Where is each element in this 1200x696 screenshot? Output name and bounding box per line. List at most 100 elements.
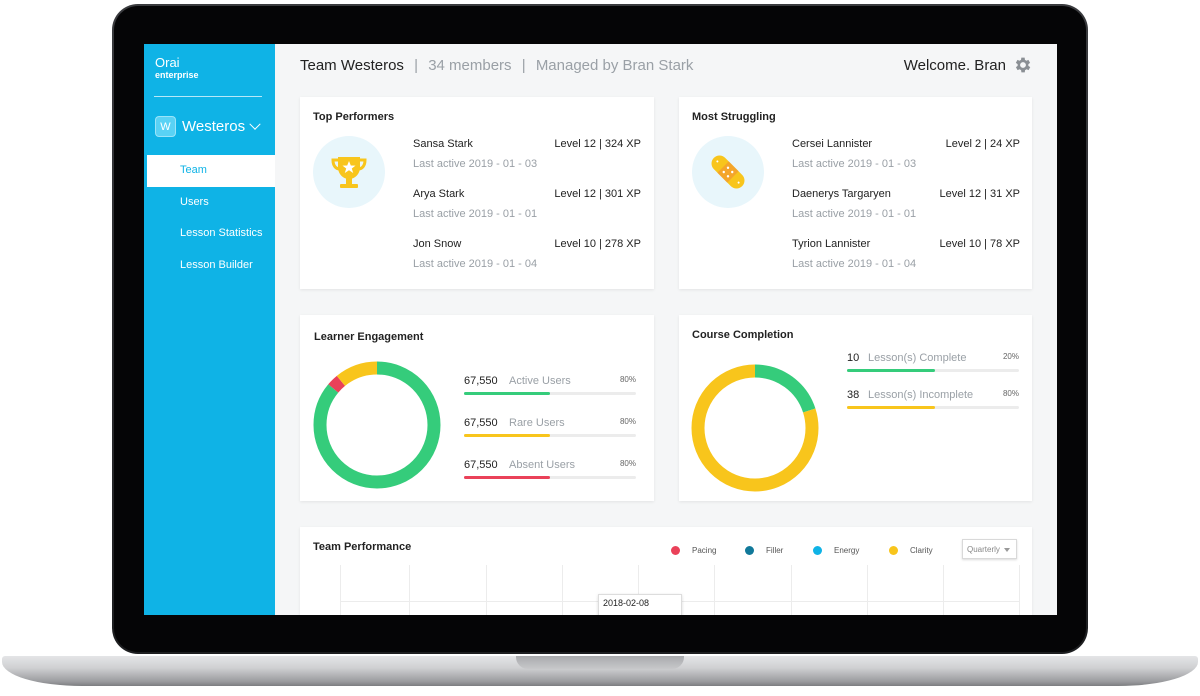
progress-fill bbox=[847, 406, 935, 409]
caret-down-icon bbox=[1004, 548, 1010, 552]
legend-item-pacing[interactable]: Pacing bbox=[671, 546, 716, 555]
laptop-notch bbox=[516, 656, 684, 669]
list-item[interactable]: Tyrion Lannister Level 10 | 78 XP Last a… bbox=[792, 238, 1020, 278]
stat-lessons-complete: 10 Lesson(s) Complete 20% bbox=[847, 352, 1019, 382]
legend-label: Clarity bbox=[910, 546, 933, 555]
legend-item-clarity[interactable]: Clarity bbox=[889, 546, 933, 555]
last-active: Last active 2019 - 01 - 01 bbox=[792, 208, 917, 220]
trophy-icon-badge bbox=[313, 136, 385, 208]
last-active: Last active 2019 - 01 - 01 bbox=[413, 208, 538, 220]
completion-donut-chart bbox=[691, 364, 819, 492]
legend-label: Energy bbox=[834, 546, 860, 555]
page-title: Team Westeros bbox=[300, 57, 404, 74]
stat-percent: 80% bbox=[619, 417, 636, 426]
stat-lessons-incomplete: 38 Lesson(s) Incomplete 80% bbox=[847, 389, 1019, 419]
legend-item-energy[interactable]: Energy bbox=[813, 546, 859, 555]
sidebar-divider bbox=[154, 96, 262, 97]
legend-dot bbox=[671, 546, 680, 555]
chart-tooltip: 2018-02-08 bbox=[598, 594, 682, 615]
learner-engagement-card: Learner Engagement 67,550 Active Users 8… bbox=[300, 315, 654, 501]
list-item[interactable]: Cersei Lannister Level 2 | 24 XP Last ac… bbox=[792, 138, 1020, 178]
stat-percent: 80% bbox=[1002, 389, 1019, 398]
stat-percent: 80% bbox=[619, 459, 636, 468]
stat-percent: 20% bbox=[1002, 352, 1019, 361]
last-active: Last active 2019 - 01 - 03 bbox=[792, 158, 917, 170]
page-header: Team Westeros | 34 members | Managed by … bbox=[300, 57, 693, 74]
card-title: Most Struggling bbox=[692, 111, 776, 123]
stat-value: 67,550 bbox=[464, 459, 498, 471]
top-performers-card: Top Performers Sansa Stark Level 12 | 32… bbox=[300, 97, 654, 289]
sidebar-item-users[interactable]: Users bbox=[180, 195, 209, 208]
legend-item-filler[interactable]: Filler bbox=[745, 546, 783, 555]
person-name: Arya Stark bbox=[413, 188, 465, 200]
last-active: Last active 2019 - 01 - 04 bbox=[792, 258, 917, 270]
sidebar-item-lesson-statistics[interactable]: Lesson Statistics bbox=[180, 227, 263, 239]
bandage-icon-badge bbox=[692, 136, 764, 208]
chevron-down-icon bbox=[249, 118, 261, 130]
bandage-icon bbox=[711, 155, 745, 189]
stat-value: 10 bbox=[847, 352, 860, 364]
team-switcher-label: Westeros bbox=[182, 118, 246, 135]
period-select[interactable]: Quarterly bbox=[962, 539, 1017, 559]
card-title: Course Completion bbox=[692, 329, 794, 341]
stat-label: Lesson(s) Incomplete bbox=[868, 389, 974, 401]
stat-value: 67,550 bbox=[464, 417, 498, 429]
list-item[interactable]: Sansa Stark Level 12 | 324 XP Last activ… bbox=[413, 138, 641, 178]
stat-label: Active Users bbox=[509, 375, 571, 387]
card-title: Learner Engagement bbox=[314, 331, 424, 343]
course-completion-card: Course Completion 10 Lesson(s) Complete … bbox=[679, 315, 1032, 501]
team-switcher[interactable]: W Westeros bbox=[155, 116, 261, 137]
person-name: Jon Snow bbox=[413, 238, 462, 250]
stat-value: 67,550 bbox=[464, 375, 498, 387]
welcome-message: Welcome. Bran bbox=[903, 57, 1006, 74]
completion-donut-segment-incomplete bbox=[691, 364, 819, 492]
brand-subtitle: enterprise bbox=[155, 70, 199, 80]
person-name: Cersei Lannister bbox=[792, 138, 873, 150]
progress-track bbox=[464, 476, 636, 479]
stat-rare-users: 67,550 Rare Users 80% bbox=[464, 417, 636, 447]
stat-absent-users: 67,550 Absent Users 80% bbox=[464, 459, 636, 489]
person-level: Level 10 | 278 XP bbox=[554, 238, 641, 250]
manager-label: Managed by Bran Stark bbox=[535, 57, 694, 74]
person-level: Level 12 | 301 XP bbox=[554, 188, 641, 200]
progress-track bbox=[464, 392, 636, 395]
sidebar-item-team[interactable]: Team bbox=[144, 155, 275, 187]
person-name: Daenerys Targaryen bbox=[792, 188, 891, 200]
stat-value: 38 bbox=[847, 389, 860, 401]
member-count: 34 members bbox=[428, 57, 512, 74]
progress-fill bbox=[464, 434, 550, 437]
card-title: Top Performers bbox=[313, 111, 395, 123]
progress-track bbox=[847, 369, 1019, 372]
brand-name: Orai bbox=[155, 55, 180, 70]
tooltip-date: 2018-02-08 bbox=[603, 598, 650, 608]
stat-label: Lesson(s) Complete bbox=[868, 352, 967, 364]
header-separator: | bbox=[414, 57, 419, 74]
list-item[interactable]: Arya Stark Level 12 | 301 XP Last active… bbox=[413, 188, 641, 228]
period-select-value: Quarterly bbox=[967, 545, 1000, 554]
sidebar: Orai enterprise W Westeros Team Users Le… bbox=[144, 44, 275, 615]
list-item[interactable]: Jon Snow Level 10 | 278 XP Last active 2… bbox=[413, 238, 641, 278]
app-screen: Orai enterprise W Westeros Team Users Le… bbox=[144, 44, 1057, 615]
stat-active-users: 67,550 Active Users 80% bbox=[464, 375, 636, 405]
sidebar-nav: Team Users Lesson Statistics Lesson Buil… bbox=[144, 155, 275, 281]
legend-dot bbox=[889, 546, 898, 555]
legend-label: Filler bbox=[766, 546, 784, 555]
progress-fill bbox=[847, 369, 935, 372]
gear-icon[interactable] bbox=[1013, 55, 1033, 75]
engagement-donut-chart bbox=[313, 361, 441, 489]
list-item[interactable]: Daenerys Targaryen Level 12 | 31 XP Last… bbox=[792, 188, 1020, 228]
progress-track bbox=[847, 406, 1019, 409]
most-struggling-card: Most Struggling Cersei Lannister Level 2… bbox=[679, 97, 1032, 289]
legend-dot bbox=[745, 546, 754, 555]
legend-dot bbox=[813, 546, 822, 555]
legend-label: Pacing bbox=[692, 546, 717, 555]
person-level: Level 12 | 31 XP bbox=[939, 188, 1020, 200]
last-active: Last active 2019 - 01 - 03 bbox=[413, 158, 538, 170]
brand-logo[interactable]: Orai enterprise bbox=[155, 56, 199, 81]
person-level: Level 10 | 78 XP bbox=[939, 238, 1020, 250]
progress-fill bbox=[464, 476, 550, 479]
team-badge: W bbox=[155, 116, 176, 137]
sidebar-item-lesson-builder[interactable]: Lesson Builder bbox=[180, 258, 253, 271]
person-name: Tyrion Lannister bbox=[792, 238, 871, 250]
last-active: Last active 2019 - 01 - 04 bbox=[413, 258, 538, 270]
